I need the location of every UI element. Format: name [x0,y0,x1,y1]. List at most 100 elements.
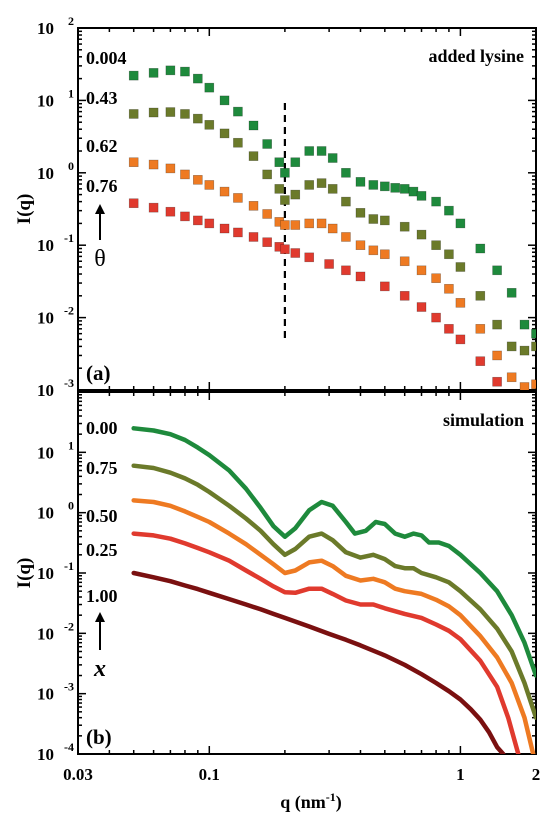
data-point [368,245,379,256]
data-point [219,128,230,139]
data-point [304,218,315,229]
data-point [355,271,366,282]
series-line [131,463,536,720]
data-point [233,106,243,117]
data-point [248,232,259,242]
arrow-head [95,612,105,622]
data-point [148,202,159,213]
data-point [368,180,379,190]
series-area [128,65,536,390]
y-tick-label-exponent: -3 [64,680,74,694]
data-point [492,265,502,276]
y-tick-label-exponent: -2 [64,619,74,633]
x-axis-label: q (nm-1) [280,790,342,813]
series-label: 0.25 [86,540,118,560]
data-point [290,220,301,230]
series-line [131,531,521,754]
y-axis-label: I(q) [14,558,35,589]
data-point [204,82,215,93]
y-tick-label: 10 [37,443,54,462]
series-0.43 [128,107,536,356]
series-line [131,570,506,754]
data-point [380,249,390,260]
data-point [304,252,315,263]
data-point [531,379,536,390]
data-point [248,120,259,131]
data-point [248,201,259,211]
data-point [327,153,338,163]
data-point [475,324,486,334]
data-point [380,281,390,292]
series-line [131,498,536,754]
series-label: 0.00 [86,418,118,438]
data-point [128,157,139,168]
data-point [128,109,139,119]
y-axis-label: I(q) [14,194,35,225]
panel-annotation: simulation [443,410,524,430]
data-point [475,356,486,366]
series-0.25 [131,531,521,754]
data-point [233,137,243,148]
x-axis: 0.03 0.1 1 2 q (nm-1) [63,765,540,813]
data-point [399,256,410,267]
data-point [280,244,290,255]
data-point [290,189,301,200]
y-tick-label: 10 [37,745,54,764]
panel-label: (b) [86,725,112,749]
data-point [416,191,427,201]
data-point [219,95,230,106]
data-point [341,232,351,242]
data-point [341,265,351,276]
data-point [316,146,327,156]
data-point [248,151,259,161]
data-point [193,113,203,124]
series-0.00 [131,426,536,678]
x-tick-label: 1 [456,765,465,784]
data-point [280,220,290,230]
data-point [431,196,441,207]
parameter-symbol: x [93,656,106,682]
y-tick-label-exponent: 2 [68,14,74,28]
series-0.75 [131,463,536,720]
data-point [341,196,351,207]
data-point [165,163,176,174]
data-point [219,186,230,197]
data-point [431,240,441,250]
data-point [290,248,301,258]
series-area [131,426,536,754]
data-point [416,302,427,312]
data-point [262,237,272,248]
data-point [274,184,285,194]
data-point [341,168,351,178]
data-point [128,70,139,81]
data-point [193,175,203,185]
series-label: 0.62 [86,136,118,156]
data-point [327,223,338,234]
x-tick-label: 2 [532,765,541,784]
y-tick-label-exponent: -1 [64,559,74,573]
data-point [492,376,502,387]
data-point [355,177,366,187]
data-point [390,183,401,193]
data-point [531,328,536,339]
plot-frame [77,391,537,755]
data-point [431,312,441,323]
data-point [519,345,530,356]
y-tick-label-exponent: -4 [64,740,74,754]
data-point [531,341,536,352]
data-point [455,262,466,272]
data-point [148,68,159,78]
data-point [180,211,190,222]
data-point [274,157,285,168]
y-tick-label: 10 [37,504,54,523]
x-tick-label: 0.03 [63,765,93,784]
y-tick-label: 10 [37,164,54,183]
data-point [431,273,441,284]
panel-a: 10 -3 10 -2 10 -1 10 0 10 1 10 2 I(q) added lysine (a)… [14,14,537,400]
panel-annotation: added lysine [428,46,524,66]
series-label: 0.43 [86,88,118,108]
series-0.76 [128,198,502,387]
data-point [180,169,190,180]
series-label: 0.004 [86,48,127,68]
data-point [416,265,427,276]
